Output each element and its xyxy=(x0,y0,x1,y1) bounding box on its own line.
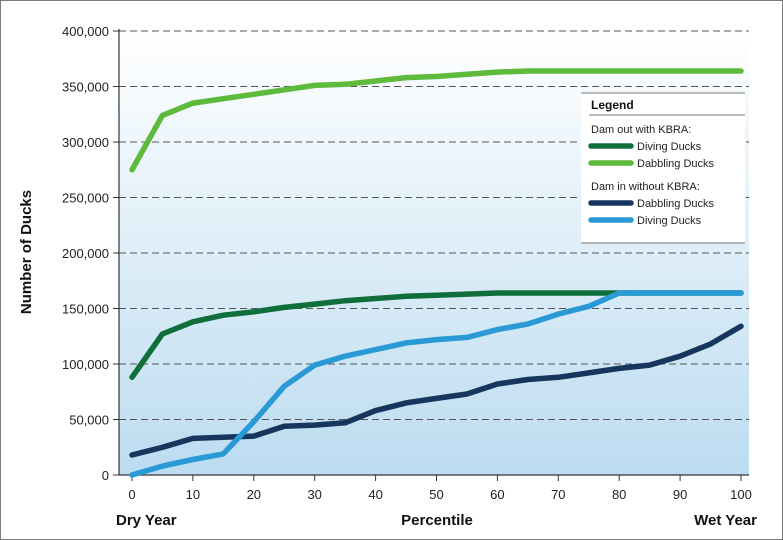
y-tick-label: 400,000 xyxy=(62,24,109,39)
x-axis-right-label: Wet Year xyxy=(694,512,757,529)
x-tick-label: 80 xyxy=(612,487,626,502)
x-tick-label: 20 xyxy=(247,487,261,502)
legend-entry-label: Dabbling Ducks xyxy=(637,158,715,170)
y-axis-title: Number of Ducks xyxy=(18,190,35,314)
x-tick-label: 50 xyxy=(429,487,443,502)
x-tick-label: 70 xyxy=(551,487,565,502)
x-axis-title: Percentile xyxy=(401,512,473,529)
x-tick-label: 100 xyxy=(730,487,752,502)
legend-title: Legend xyxy=(591,98,634,112)
y-tick-label: 100,000 xyxy=(62,357,109,372)
y-tick-label: 50,000 xyxy=(69,413,109,428)
axes: 0 50,000 100,000 150,000 200,000 250,000 300,0… xyxy=(62,24,752,502)
y-tick-label: 350,000 xyxy=(62,80,109,95)
x-tick-label: 30 xyxy=(307,487,321,502)
y-tick-label: 150,000 xyxy=(62,302,109,317)
y-tick-label: 0 xyxy=(102,468,109,483)
x-tick-label: 90 xyxy=(673,487,687,502)
series-line xyxy=(129,323,744,458)
legend-entry-label: Dabbling Ducks xyxy=(637,198,715,210)
grid xyxy=(119,30,749,420)
legend-entry-label: Diving Ducks xyxy=(637,141,702,153)
y-tick-label: 300,000 xyxy=(62,135,109,150)
series-line xyxy=(129,290,744,478)
series xyxy=(129,68,744,478)
legend-group-heading: Dam out with KBRA: xyxy=(591,124,691,136)
legend-group-heading: Dam in without KBRA: xyxy=(591,181,700,193)
x-tick-label: 0 xyxy=(128,487,135,502)
legend-entry-label: Diving Ducks xyxy=(637,215,702,227)
y-tick-label: 250,000 xyxy=(62,191,109,206)
x-tick-label: 40 xyxy=(368,487,382,502)
y-tick-label: 200,000 xyxy=(62,246,109,261)
x-tick-label: 10 xyxy=(186,487,200,502)
x-tick-label: 60 xyxy=(490,487,504,502)
series-line xyxy=(129,68,744,173)
legend: Legend Dam out with KBRA: Diving Ducks Dabb… xyxy=(581,92,745,244)
x-axis-left-label: Dry Year xyxy=(116,512,177,529)
